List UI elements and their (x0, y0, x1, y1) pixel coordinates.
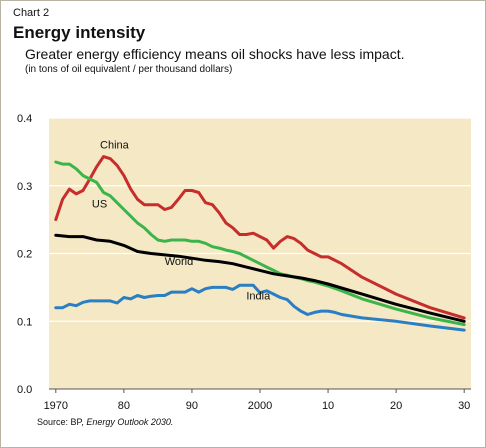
series-label-china: China (100, 139, 130, 151)
series-line-china (54, 155, 466, 320)
x-tick-label: 2000 (248, 400, 272, 412)
y-tick-label: 0.0 (17, 384, 32, 396)
series-label-us: US (92, 198, 107, 210)
source-note: Source: BP, Energy Outlook 2030. (37, 417, 173, 427)
x-tick-label: 80 (118, 400, 130, 412)
source-prefix: Source: BP, (37, 417, 87, 427)
source-publication: Energy Outlook 2030. (86, 417, 174, 427)
series-label-india: India (246, 291, 271, 303)
x-tick-label: 20 (390, 400, 402, 412)
series-label-world: World (165, 256, 194, 268)
y-tick-label: 0.2 (17, 249, 32, 261)
x-tick-label: 1970 (44, 400, 68, 412)
y-tick-label: 0.3 (17, 181, 32, 193)
series-line-world (54, 233, 466, 323)
y-tick-label: 0.4 (17, 113, 32, 125)
x-tick-label: 90 (186, 400, 198, 412)
chart-title: Energy intensity (13, 23, 146, 42)
chart-subtitle: Greater energy efficiency means oil shoc… (25, 46, 405, 62)
y-tick-label: 0.1 (17, 316, 32, 328)
chart-number: Chart 2 (13, 7, 50, 19)
x-tick-label: 30 (458, 400, 470, 412)
units-note: (in tons of oil equivalent / per thousan… (25, 64, 233, 75)
series-line-india (54, 283, 466, 332)
x-tick-label: 10 (322, 400, 334, 412)
